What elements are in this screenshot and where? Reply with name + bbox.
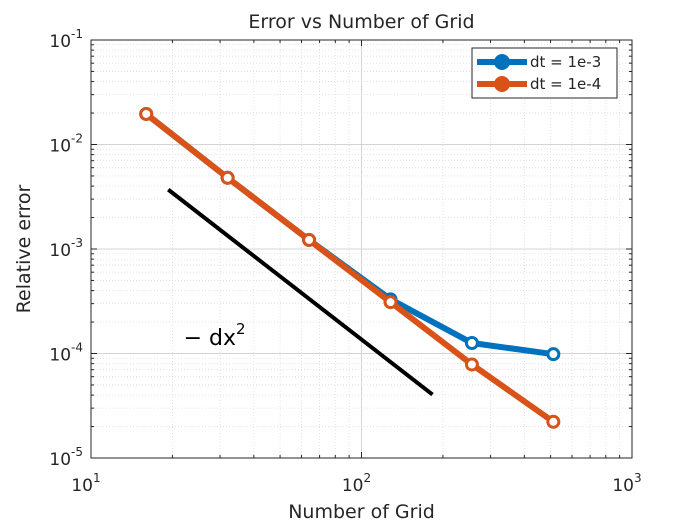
legend-box	[471, 47, 618, 99]
data-point	[220, 170, 235, 185]
y-tick-exponent: -5	[71, 445, 83, 459]
grid	[90, 39, 633, 459]
x-tick-label: 101	[71, 471, 100, 496]
series-line	[144, 111, 556, 425]
series	[139, 106, 561, 429]
legend: dt = 1e-3 dt = 1e-4	[471, 47, 618, 99]
slope-annotation: − dx2	[184, 320, 246, 351]
slope-annotation-text: − dx	[184, 326, 236, 351]
y-tick-exponent: -1	[71, 27, 83, 41]
y-tick-base: 10	[49, 450, 71, 470]
y-axis-label: Relative error	[13, 184, 35, 313]
x-axis-label: Number of Grid	[288, 501, 435, 523]
x-tick-base: 10	[612, 476, 634, 496]
reference-line	[167, 188, 434, 397]
data-point	[546, 347, 561, 362]
y-tick-base: 10	[49, 346, 71, 366]
slope-annotation-exponent: 2	[236, 320, 246, 338]
y-tick-base: 10	[49, 32, 71, 52]
y-tick-label: 10-2	[49, 132, 83, 157]
x-tick-exponent: 1	[93, 471, 101, 485]
y-tick-label: 10-4	[49, 341, 83, 366]
y-tick-base: 10	[49, 137, 71, 157]
y-tick-exponent: -3	[71, 236, 83, 250]
legend-item: dt = 1e-4	[477, 75, 601, 93]
y-tick-label: 10-5	[49, 445, 83, 470]
y-tick-exponent: -2	[71, 132, 83, 146]
legend-item: dt = 1e-3	[477, 53, 601, 71]
data-point	[546, 414, 561, 429]
axes	[90, 39, 633, 459]
legend-label: dt = 1e-3	[530, 53, 601, 71]
legend-marker	[494, 54, 510, 70]
x-tick-label: 103	[612, 471, 641, 496]
data-point	[464, 357, 479, 372]
data-point	[139, 106, 154, 121]
x-tick-exponent: 2	[364, 471, 372, 485]
legend-marker	[494, 76, 510, 92]
y-tick-label: 10-1	[49, 27, 83, 52]
y-tick-label: 10-3	[49, 236, 83, 261]
data-point	[383, 295, 398, 310]
x-tick-exponent: 3	[634, 471, 642, 485]
x-tick-base: 10	[342, 476, 364, 496]
x-tick-base: 10	[71, 476, 93, 496]
chart-title: Error vs Number of Grid	[248, 11, 474, 33]
reference-slope	[167, 188, 434, 397]
y-tick-exponent: -4	[71, 341, 83, 355]
data-point	[464, 336, 479, 351]
series-2	[139, 106, 561, 429]
x-tick-label: 102	[342, 471, 371, 496]
legend-label: dt = 1e-4	[530, 75, 601, 93]
y-tick-base: 10	[49, 241, 71, 261]
data-point	[302, 232, 317, 247]
